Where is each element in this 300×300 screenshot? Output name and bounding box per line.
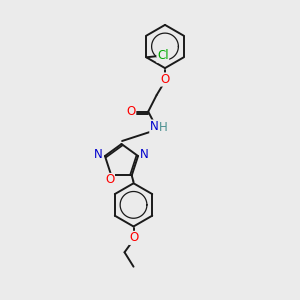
Text: Cl: Cl <box>157 49 169 62</box>
Text: O: O <box>129 231 138 244</box>
Text: O: O <box>127 105 136 118</box>
Text: H: H <box>159 121 168 134</box>
Text: O: O <box>160 73 169 86</box>
Text: N: N <box>150 120 159 133</box>
Text: N: N <box>140 148 148 161</box>
Text: N: N <box>94 148 103 161</box>
Text: O: O <box>105 173 114 187</box>
